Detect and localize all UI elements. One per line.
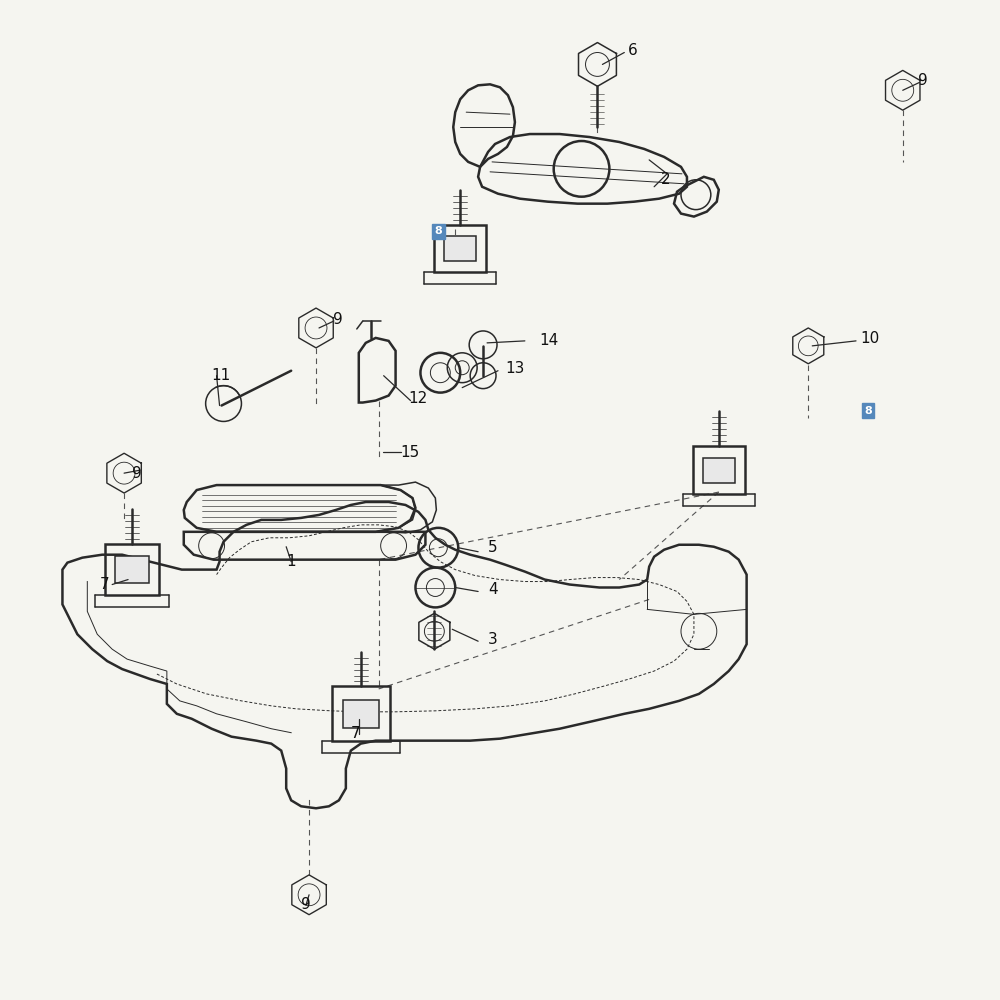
Text: 15: 15 (401, 445, 420, 460)
Text: 1: 1 (286, 554, 296, 569)
Text: 13: 13 (505, 361, 524, 376)
Polygon shape (444, 236, 476, 261)
Text: 7: 7 (351, 726, 360, 741)
Text: 2: 2 (661, 172, 671, 187)
Text: 8: 8 (864, 406, 872, 416)
Text: 6: 6 (628, 43, 638, 58)
Text: 9: 9 (918, 73, 927, 88)
Polygon shape (343, 700, 379, 728)
Text: 10: 10 (860, 331, 879, 346)
Text: 5: 5 (488, 540, 498, 555)
Text: 12: 12 (409, 391, 428, 406)
Text: 9: 9 (301, 897, 311, 912)
Polygon shape (703, 458, 735, 483)
Polygon shape (115, 556, 149, 583)
Text: 9: 9 (333, 312, 343, 327)
Text: 9: 9 (132, 466, 142, 481)
Text: 3: 3 (488, 632, 498, 647)
Text: 14: 14 (540, 333, 559, 348)
Text: 7: 7 (100, 577, 110, 592)
Text: 8: 8 (434, 227, 442, 236)
Text: 11: 11 (212, 368, 231, 383)
Text: 4: 4 (488, 582, 498, 597)
